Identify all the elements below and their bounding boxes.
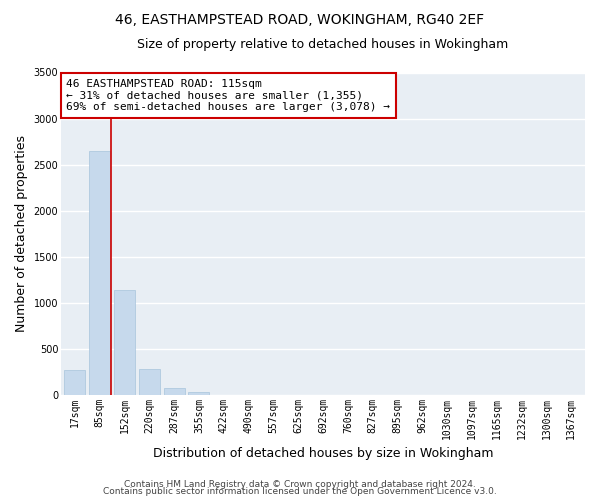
Bar — [89, 151, 110, 395]
Title: Size of property relative to detached houses in Wokingham: Size of property relative to detached ho… — [137, 38, 509, 51]
Text: Contains HM Land Registry data © Crown copyright and database right 2024.: Contains HM Land Registry data © Crown c… — [124, 480, 476, 489]
Bar — [64, 370, 85, 395]
Text: 46, EASTHAMPSTEAD ROAD, WOKINGHAM, RG40 2EF: 46, EASTHAMPSTEAD ROAD, WOKINGHAM, RG40 … — [115, 12, 485, 26]
Bar — [164, 388, 185, 395]
Bar — [114, 290, 135, 395]
Y-axis label: Number of detached properties: Number of detached properties — [15, 135, 28, 332]
Bar — [139, 370, 160, 395]
Bar — [188, 392, 209, 395]
X-axis label: Distribution of detached houses by size in Wokingham: Distribution of detached houses by size … — [153, 447, 493, 460]
Text: 46 EASTHAMPSTEAD ROAD: 115sqm
← 31% of detached houses are smaller (1,355)
69% o: 46 EASTHAMPSTEAD ROAD: 115sqm ← 31% of d… — [67, 79, 391, 112]
Text: Contains public sector information licensed under the Open Government Licence v3: Contains public sector information licen… — [103, 488, 497, 496]
